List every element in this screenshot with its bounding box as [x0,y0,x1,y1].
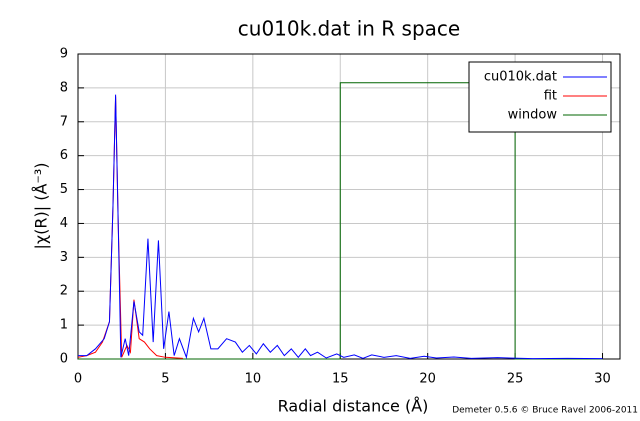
y-tick-label: 7 [60,114,68,129]
x-tick-label: 30 [594,372,611,387]
y-tick-label: 9 [60,47,68,62]
y-tick-label: 3 [60,250,68,265]
y-tick-label: 6 [60,148,68,163]
x-axis-label: Radial distance (Å) [278,397,429,416]
legend-label: window [508,108,558,123]
y-tick-label: 5 [60,182,68,197]
footer: Demeter 0.5.6 © Bruce Ravel 2006-2011 [452,406,638,416]
y-tick-label: 0 [60,352,68,367]
legend-box [468,61,612,133]
chart-title: cu010k.dat in R space [238,17,460,41]
y-tick-label: 2 [60,284,68,299]
legend-label: cu010k.dat [484,70,557,85]
x-tick-label: 20 [419,372,436,387]
legend-label: fit [544,89,557,104]
series-line [78,94,603,360]
y-tick-label: 8 [60,80,68,95]
plot-frame [77,53,621,360]
x-tick-label: 5 [161,372,169,387]
series-line [77,96,183,359]
y-tick-label: 1 [60,318,68,333]
x-tick-label: 25 [507,372,524,387]
y-axis-label: |χ(R)| (Å⁻³) [32,163,51,250]
x-tick-label: 15 [332,372,349,387]
x-tick-label: 10 [245,372,262,387]
x-tick-label: 0 [74,372,82,387]
y-tick-label: 4 [60,216,68,231]
